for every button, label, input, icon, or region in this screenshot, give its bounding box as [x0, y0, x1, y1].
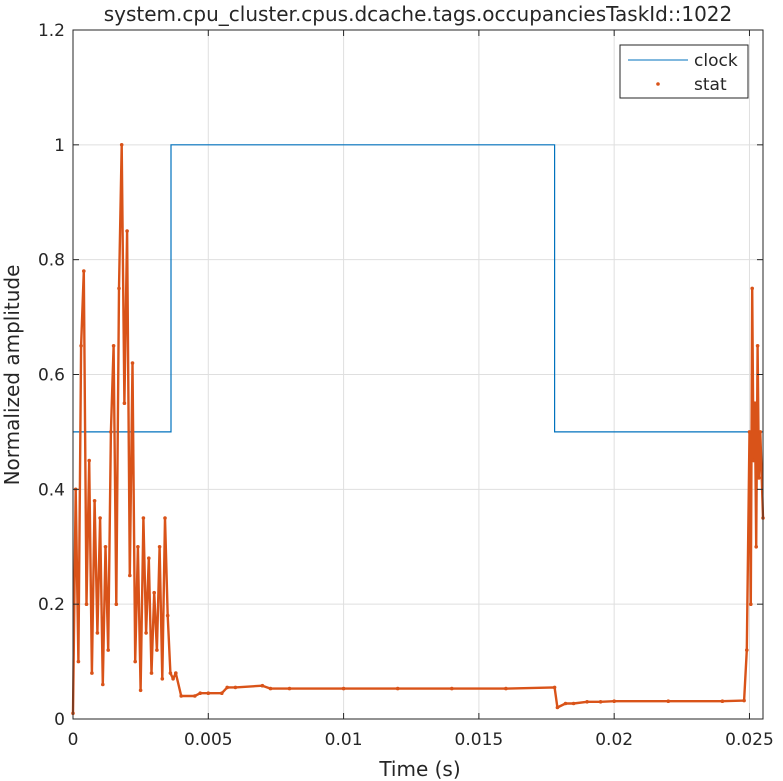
series-stat-point [141, 516, 146, 520]
series-stat-point [111, 344, 116, 348]
series-stat-point [165, 613, 170, 618]
y-axis-label: Normalized amplitude [0, 265, 24, 486]
series-stat-point [755, 344, 760, 348]
series-stat-trace [71, 143, 765, 714]
series-stat-point [612, 699, 616, 703]
series-stat-point [225, 685, 229, 690]
series-stat-point [128, 573, 132, 578]
series-stat-point [147, 556, 151, 560]
series-stat-point [76, 659, 81, 664]
series-stat-point [552, 685, 557, 690]
series-stat-point [130, 361, 135, 365]
series-stat-point [168, 671, 173, 675]
series-stat-point [395, 686, 400, 691]
y-tick-label: 0 [54, 710, 65, 730]
series-stat-point [122, 401, 127, 406]
series-stat-point [220, 691, 224, 695]
x-tick-label: 0.015 [455, 730, 504, 750]
series-stat-point [119, 143, 124, 147]
legend-stat-swatch [656, 82, 660, 86]
series-stat-point [341, 686, 346, 691]
series-stat-point [87, 458, 91, 463]
series-stat-point [666, 699, 671, 703]
series-stat-point [152, 590, 156, 595]
series-stat-point [268, 686, 273, 691]
y-tick-label: 1 [54, 136, 65, 156]
series-stat-point [174, 671, 178, 675]
legend-stat-label: stat [694, 75, 727, 95]
x-tick-label: 0.025 [725, 730, 774, 750]
x-tick-label: 0.01 [325, 730, 363, 750]
series-stat-point [751, 458, 756, 463]
series-stat-point [98, 516, 102, 520]
series-stat-point [84, 602, 89, 606]
chart-title: system.cpu_cluster.cpus.dcache.tags.occu… [104, 2, 733, 26]
series-stat-point [758, 430, 763, 434]
series-stat-point [720, 699, 725, 703]
series-stat-point [179, 694, 183, 698]
x-axis-ticks: 0 0.005 0.01 0.015 0.02 0.025 [68, 30, 774, 750]
series-stat-point [136, 545, 140, 549]
x-tick-label: 0.02 [595, 730, 633, 750]
series-stat-point [109, 430, 113, 434]
series-stat-point [101, 682, 105, 687]
series-stat-point [233, 685, 238, 690]
series-stat-point [157, 545, 162, 549]
y-tick-label: 0.8 [38, 251, 65, 271]
series-stat-point [155, 648, 159, 652]
series-stat-point [92, 499, 97, 503]
series-stat-point [160, 677, 165, 681]
series-stat-point [747, 430, 752, 434]
series-stat-point [163, 516, 167, 520]
series-stat-point [95, 631, 100, 635]
series-stat-point [563, 701, 568, 706]
series-stat-point [114, 602, 119, 606]
series-stat-point [555, 705, 560, 710]
series-stat-point [133, 659, 137, 664]
x-axis-label: Time (s) [378, 757, 460, 781]
series-stat-point [82, 269, 86, 273]
series-stat-point [144, 631, 148, 635]
series-stat-point [598, 700, 603, 704]
series-stat-point [745, 648, 749, 652]
series-stat-point [193, 694, 197, 698]
series-stat-point [79, 344, 83, 348]
series-stat-point [757, 476, 761, 480]
y-axis-ticks: 0 0.2 0.4 0.6 0.8 1 1.2 [38, 21, 763, 730]
series-stat-point [125, 229, 129, 233]
series-stat-point [742, 698, 746, 703]
series-stat-point [171, 677, 175, 681]
series-stat-point [90, 671, 94, 675]
x-tick-label: 0.005 [184, 730, 233, 750]
series-stat-point [749, 602, 753, 606]
series-stat-point [287, 686, 292, 691]
series-stat-point [450, 686, 454, 691]
series-stat-point [504, 686, 508, 691]
y-tick-label: 1.2 [38, 21, 65, 41]
legend: clock stat [619, 44, 749, 99]
series-stat-point [753, 401, 757, 406]
series-stat-point [750, 286, 754, 291]
series-stat-point [103, 545, 108, 549]
legend-box [619, 44, 749, 99]
y-tick-label: 0.4 [38, 480, 65, 500]
y-tick-label: 0.6 [38, 366, 65, 386]
series-stat-point [206, 691, 211, 695]
series-stat-point [117, 286, 121, 291]
series-clock-line [73, 144, 763, 433]
legend-clock-label: clock [694, 51, 738, 71]
series-stat-point [585, 700, 589, 704]
series-stat-point [138, 688, 143, 693]
series-stat-point [571, 701, 576, 706]
series-stat-point [106, 648, 110, 652]
series-stat-point [149, 671, 154, 675]
x-tick-label: 0 [68, 730, 79, 750]
series-stat-point [754, 545, 758, 549]
series-stat-point [198, 691, 202, 695]
series-stat-point [260, 683, 265, 688]
y-tick-label: 0.2 [38, 595, 65, 615]
series-layer [71, 143, 765, 716]
